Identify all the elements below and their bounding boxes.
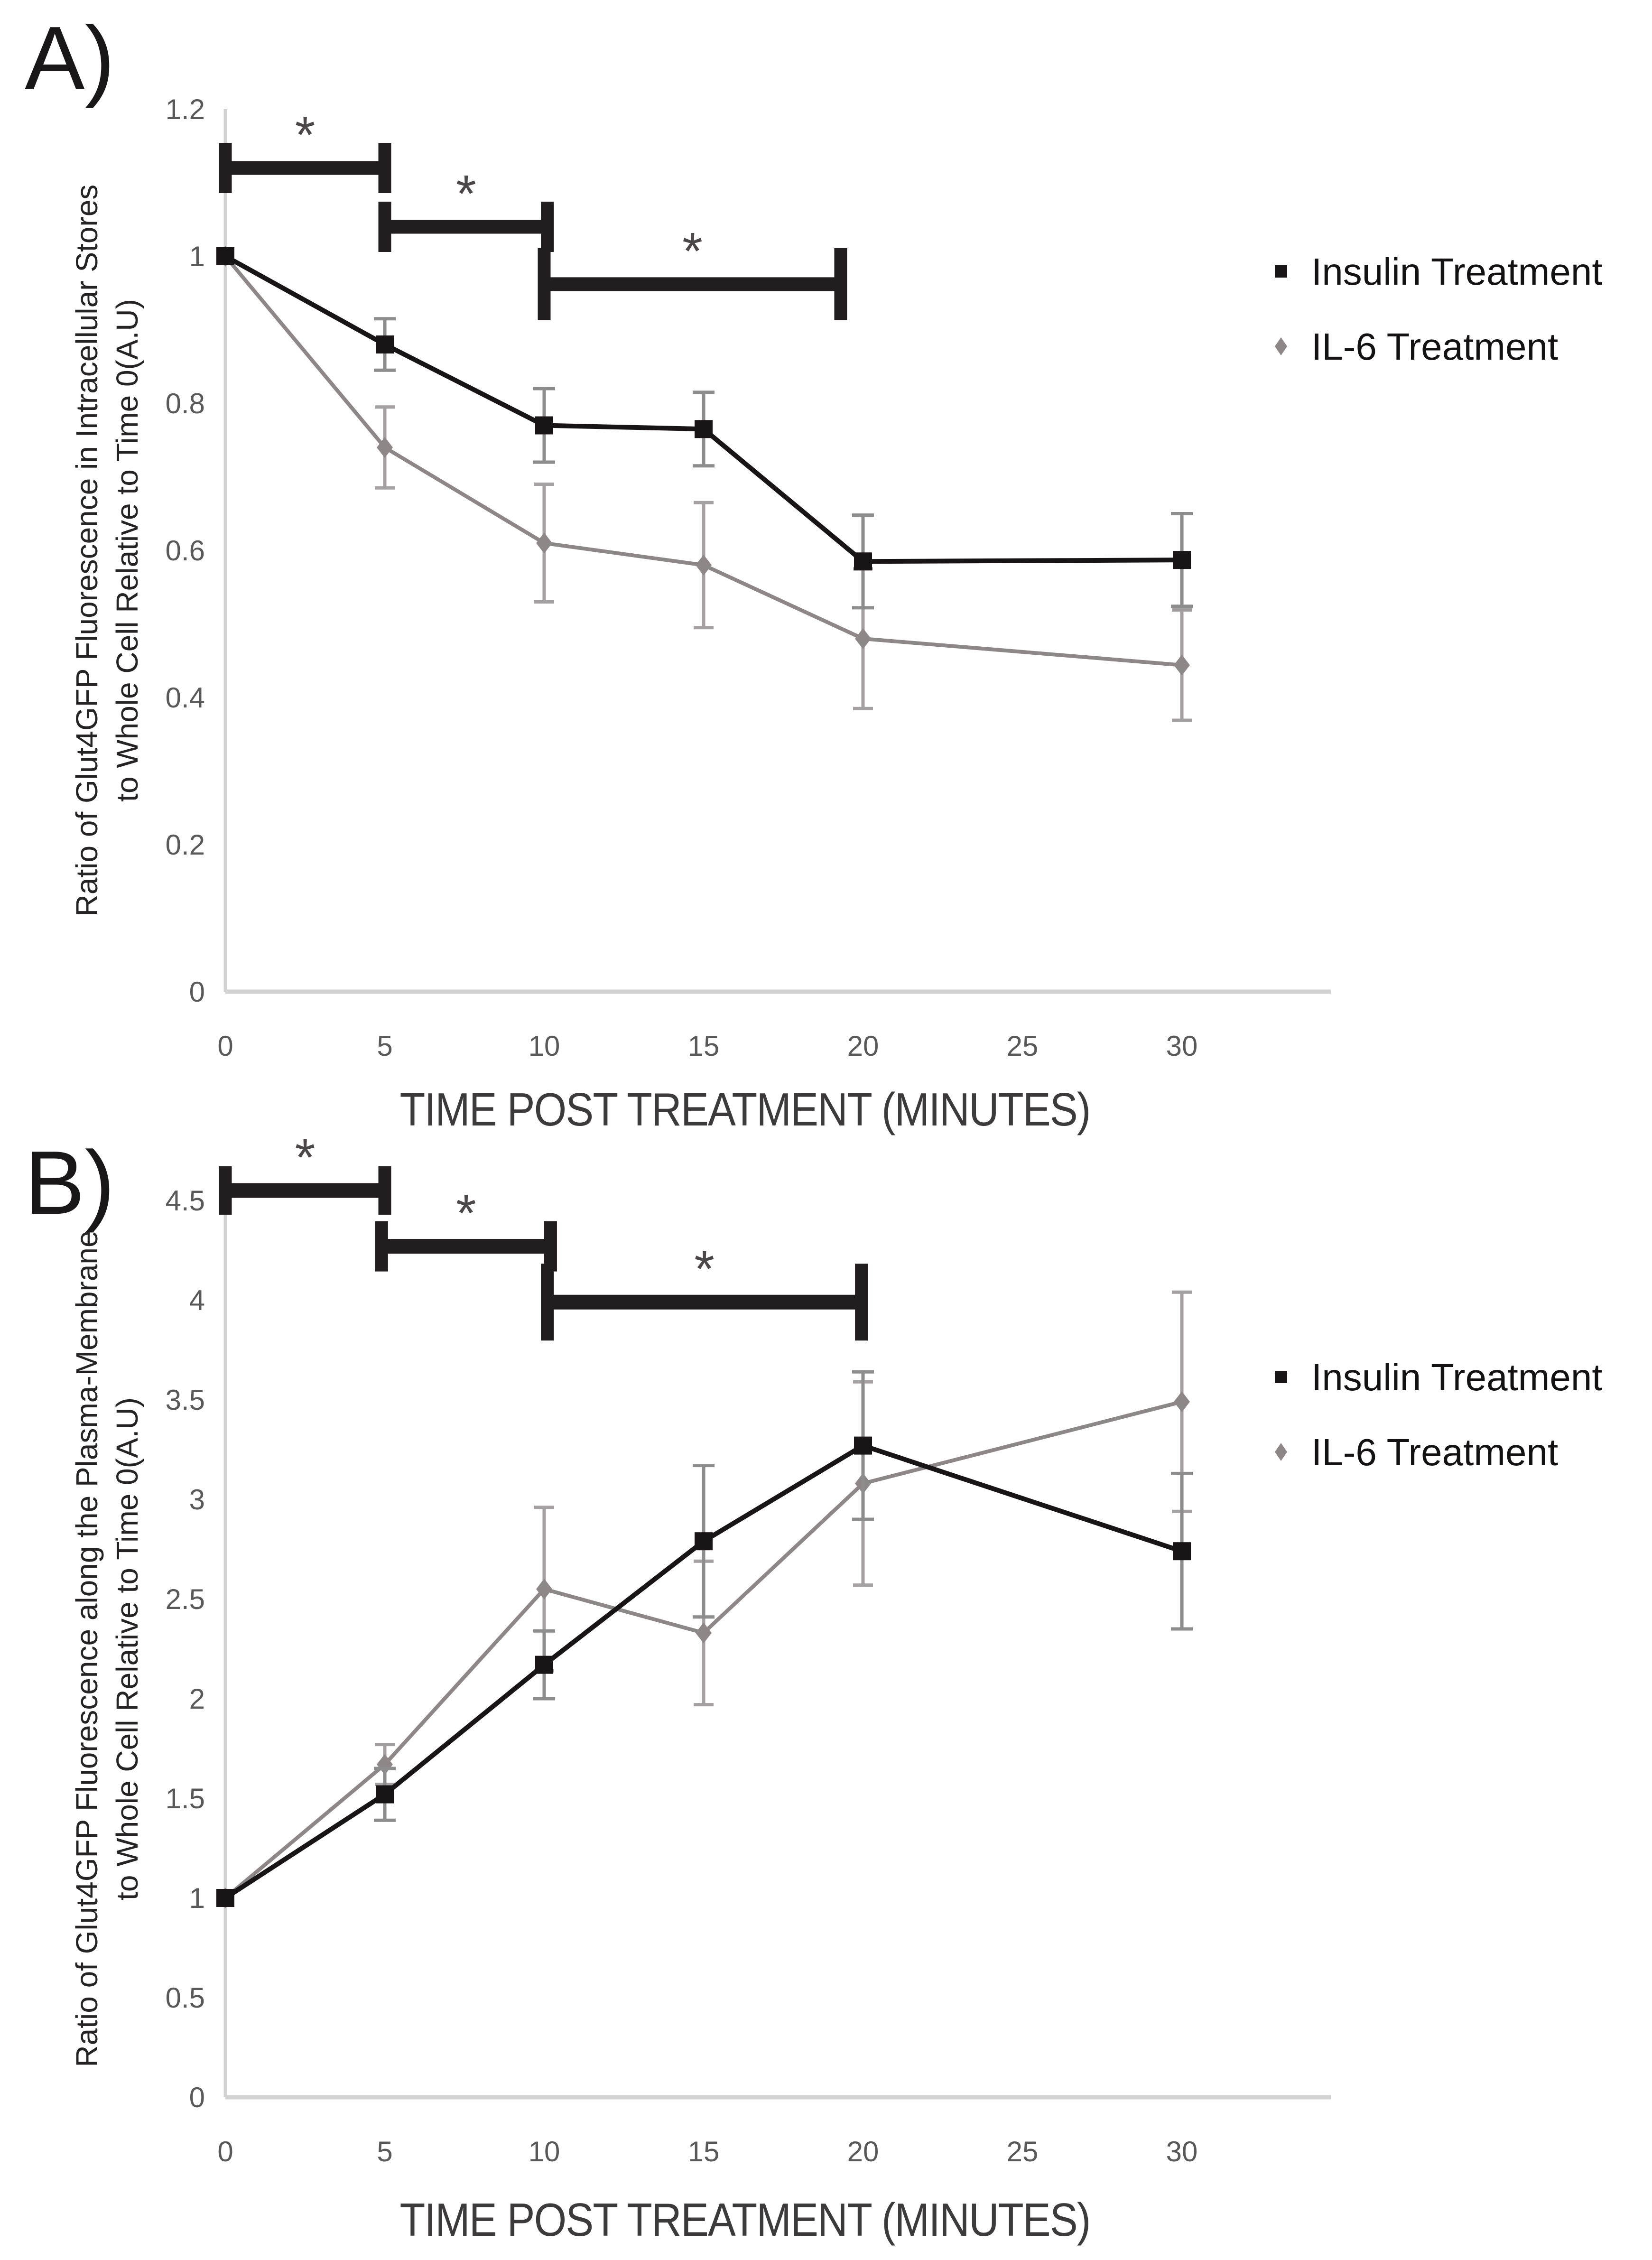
panel-a-significance-bracket-2: * bbox=[378, 165, 554, 252]
panel-b-x-tick-10: 10 bbox=[529, 2136, 560, 2167]
panel-a-square-marker bbox=[216, 247, 234, 265]
panel-b-significance-bracket-3: * bbox=[541, 1240, 868, 1341]
panel-b-square-marker bbox=[695, 1532, 713, 1551]
panel-a-y-axis-title-line2: to Whole Cell Relative to Time 0(A.U) bbox=[110, 299, 144, 802]
panel-a-x-tick-0: 0 bbox=[217, 1030, 233, 1062]
panel-a-diamond-marker bbox=[1174, 654, 1190, 676]
panel-a-legend-diamond-icon bbox=[1275, 337, 1287, 355]
panel-b-x-tick-0: 0 bbox=[217, 2136, 233, 2167]
panel-a-significance-asterisk: * bbox=[295, 106, 316, 164]
panel-b-x-tick-20: 20 bbox=[847, 2136, 879, 2167]
panel-a-legend-label-insulin: Insulin Treatment bbox=[1311, 251, 1603, 293]
panel-b-y-tick-4.5: 4.5 bbox=[166, 1185, 205, 1217]
panel-b-significance-asterisk: * bbox=[295, 1128, 316, 1187]
panel-b-diamond-marker bbox=[696, 1622, 712, 1644]
panel-b-chart: 0 0.5 1 1.5 2 2.5 3 3.5 4 4.5 0 5 10 15 20 25 30 TIME POS… bbox=[70, 1128, 1603, 2246]
panel-b-square-marker bbox=[854, 1436, 872, 1455]
panel-a-significance-bracket-3: * bbox=[538, 222, 847, 320]
panel-b-significance-bracket-2: * bbox=[375, 1184, 557, 1272]
panel-b-diamond-marker bbox=[536, 1579, 552, 1600]
panel-a-x-tick-20: 20 bbox=[847, 1030, 879, 1062]
panel-b-y-tick-0.5: 0.5 bbox=[166, 1982, 205, 2014]
panel-a-legend-label-il6: IL-6 Treatment bbox=[1311, 326, 1558, 368]
panel-a-square-marker bbox=[695, 420, 713, 438]
panel-b-x-tick-30: 30 bbox=[1166, 2136, 1198, 2167]
panel-b-legend-label-il6: IL-6 Treatment bbox=[1311, 1431, 1558, 1473]
panel-b-legend-item-il6: IL-6 Treatment bbox=[1275, 1431, 1558, 1473]
panel-a-y-tick-1: 1 bbox=[189, 241, 205, 272]
panel-a-significance-asterisk: * bbox=[682, 222, 703, 280]
panel-a-diamond-marker bbox=[536, 532, 552, 554]
panel-b-y-tick-3.5: 3.5 bbox=[166, 1384, 205, 1416]
panel-a-x-axis-title: TIME POST TREATMENT (MINUTES) bbox=[400, 1083, 1090, 1135]
panel-b-significance-asterisk: * bbox=[456, 1184, 476, 1243]
panel-b-diamond-marker bbox=[1174, 1391, 1190, 1413]
panel-b-line bbox=[224, 1400, 1182, 1900]
panel-b-square-marker bbox=[216, 1889, 234, 1907]
panel-b-legend-item-insulin: Insulin Treatment bbox=[1275, 1356, 1603, 1398]
panel-a-label: A) bbox=[25, 8, 115, 109]
panel-b-x-tick-5: 5 bbox=[377, 2136, 392, 2167]
panel-b-significance-asterisk: * bbox=[694, 1240, 715, 1298]
panel-a-y-axis-title-line1: Ratio of Glut4GFP Fluorescence in Intrac… bbox=[70, 185, 104, 917]
panel-a-y-tick-0.6: 0.6 bbox=[166, 535, 205, 567]
panel-b-label: B) bbox=[25, 1133, 115, 1233]
panel-a-x-tick-15: 15 bbox=[688, 1030, 720, 1062]
panel-b-square-marker bbox=[1173, 1542, 1191, 1561]
panel-a-line bbox=[224, 254, 1182, 564]
panel-b-x-tick-15: 15 bbox=[688, 2136, 720, 2167]
panel-a-y-tick-0: 0 bbox=[189, 976, 205, 1008]
panel-b-square-marker bbox=[376, 1785, 394, 1804]
panel-b-y-axis-title-line2: to Whole Cell Relative to Time 0(A.U) bbox=[110, 1397, 144, 1900]
panel-a-x-tick-30: 30 bbox=[1166, 1030, 1198, 1062]
panel-a-y-tick-0.4: 0.4 bbox=[166, 682, 205, 714]
panel-b-y-tick-3: 3 bbox=[189, 1484, 205, 1516]
panel-b-x-axis-title: TIME POST TREATMENT (MINUTES) bbox=[400, 2194, 1090, 2246]
panel-a-chart: 0 0.2 0.4 0.6 0.8 1 1.2 0 5 10 15 20 25 30 TIME POST T… bbox=[70, 93, 1603, 1135]
panel-a-legend-item-insulin: Insulin Treatment bbox=[1275, 251, 1603, 293]
panel-b-square-marker bbox=[535, 1655, 553, 1674]
panel-b-y-tick-0: 0 bbox=[189, 2082, 205, 2113]
panel-b-series-insulin bbox=[216, 1370, 1193, 1907]
panel-a-legend-square-icon bbox=[1275, 265, 1287, 278]
panel-a-y-tick-0.2: 0.2 bbox=[166, 829, 205, 861]
panel-a-diamond-marker bbox=[696, 555, 712, 576]
panel-b-legend-square-icon bbox=[1275, 1371, 1287, 1383]
panel-b-y-tick-2: 2 bbox=[189, 1683, 205, 1715]
panel-a-y-tick-0.8: 0.8 bbox=[166, 388, 205, 419]
panel-a-diamond-marker bbox=[377, 437, 393, 458]
panel-a-x-tick-25: 25 bbox=[1007, 1030, 1039, 1062]
panel-a-x-tick-10: 10 bbox=[529, 1030, 560, 1062]
panel-a-significance-bracket-1: * bbox=[219, 106, 391, 193]
panel-a-significance-asterisk: * bbox=[456, 165, 476, 223]
panel-a-diamond-marker bbox=[855, 628, 871, 649]
panel-b-y-tick-1: 1 bbox=[189, 1882, 205, 1914]
panel-a-line bbox=[223, 255, 1182, 667]
panel-a-square-marker bbox=[376, 335, 394, 353]
panel-a-y-tick-1.2: 1.2 bbox=[166, 93, 205, 125]
panel-a-square-marker bbox=[535, 416, 553, 435]
panel-b-significance-bracket-1: * bbox=[219, 1128, 391, 1215]
panel-b-y-tick-2.5: 2.5 bbox=[166, 1583, 205, 1615]
panel-b-x-tick-25: 25 bbox=[1007, 2136, 1039, 2167]
panel-a-series-il6 bbox=[217, 246, 1192, 722]
panel-a-series-insulin bbox=[216, 247, 1193, 610]
panel-b-legend-diamond-icon bbox=[1275, 1443, 1287, 1461]
panel-b-y-tick-1.5: 1.5 bbox=[166, 1783, 205, 1814]
panel-b-line bbox=[224, 1443, 1183, 1900]
panel-a-legend-item-il6: IL-6 Treatment bbox=[1275, 326, 1558, 368]
panel-a-square-marker bbox=[1173, 551, 1191, 569]
panel-a-x-tick-5: 5 bbox=[377, 1030, 392, 1062]
panel-a-square-marker bbox=[854, 552, 872, 571]
panel-b-y-tick-4: 4 bbox=[189, 1284, 205, 1316]
panel-b-legend-label-insulin: Insulin Treatment bbox=[1311, 1356, 1603, 1398]
panel-b-y-axis-title-line1: Ratio of Glut4GFP Fluorescence along the… bbox=[70, 1230, 104, 2067]
